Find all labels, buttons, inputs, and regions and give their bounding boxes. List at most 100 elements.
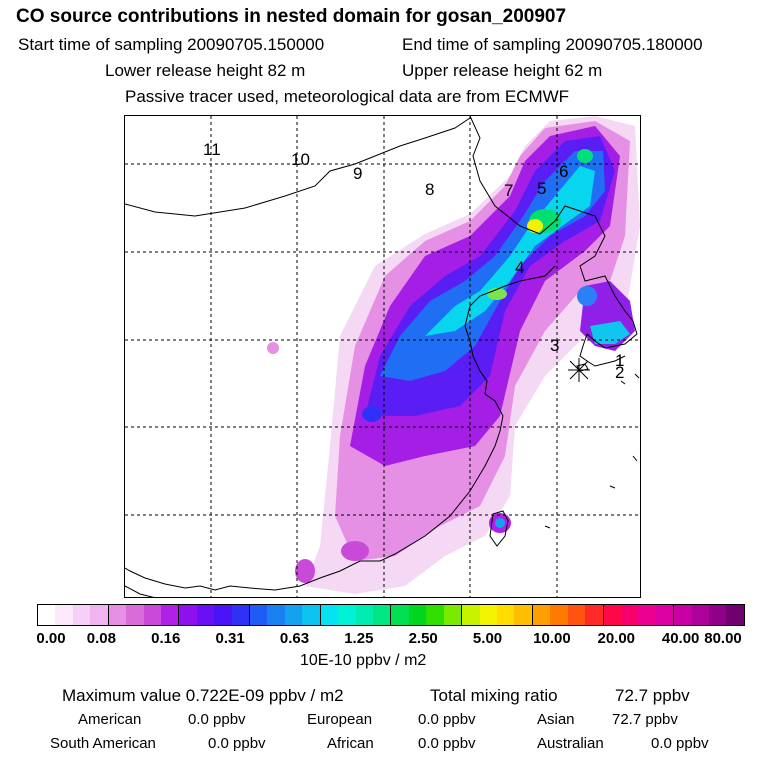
trajectory-label: 5 bbox=[537, 179, 546, 198]
region-name-australian: Australian bbox=[537, 735, 604, 752]
colorbar-tick-label: 5.00 bbox=[472, 630, 503, 647]
colorbar-tick-label: 1.25 bbox=[344, 630, 374, 647]
map-canvas: 11 10 9 8 7 5 6 4 3 1 2 bbox=[125, 116, 640, 597]
colorbar-swatch bbox=[267, 605, 285, 625]
tracer-note-text: Passive tracer used, meteorological data… bbox=[125, 87, 570, 106]
colorbar-tick-label: 10.00 bbox=[533, 630, 571, 647]
coastline-korea-west bbox=[579, 333, 604, 367]
colorbar-swatch bbox=[461, 605, 480, 625]
lower-release-height-text: Lower release height 82 m bbox=[105, 61, 306, 80]
region-name-european: European bbox=[307, 711, 373, 728]
region-value-asian: 72.7 ppbv bbox=[612, 711, 678, 728]
region-value-american: 0.0 ppbv bbox=[188, 711, 246, 728]
colorbar-tick-label: 0.31 bbox=[215, 630, 245, 647]
region-value-australian: 0.0 ppbv bbox=[651, 735, 709, 752]
colorbar-swatch bbox=[160, 605, 179, 625]
colorbar-swatch bbox=[567, 605, 586, 625]
region-value-african: 0.0 ppbv bbox=[418, 735, 476, 752]
colorbar-swatch bbox=[338, 605, 356, 625]
plume-taiwan-core bbox=[495, 518, 505, 528]
region-name-south-american: South American bbox=[50, 735, 156, 752]
colorbar-swatch bbox=[178, 605, 197, 625]
colorbar-swatch bbox=[514, 605, 532, 625]
trajectory-label: 11 bbox=[203, 140, 221, 159]
trajectory-label: 10 bbox=[291, 150, 310, 169]
colorbar-swatch bbox=[90, 605, 108, 625]
colorbar-swatch bbox=[196, 605, 215, 625]
colorbar-swatch bbox=[355, 605, 374, 625]
plot-title: CO source contributions in nested domain… bbox=[16, 6, 567, 27]
colorbar-swatch bbox=[673, 605, 692, 625]
colorbar-swatch bbox=[143, 605, 161, 625]
colorbar-tick-label: 0.00 bbox=[36, 630, 66, 647]
colorbar-tick-label: 2.50 bbox=[408, 630, 438, 647]
map-panel: 11 10 9 8 7 5 6 4 3 1 2 bbox=[124, 115, 641, 598]
trajectory-label: 2 bbox=[615, 363, 624, 382]
colorbar-swatch bbox=[72, 605, 91, 625]
colorbar-swatch bbox=[284, 605, 303, 625]
region-name-american: American bbox=[78, 711, 142, 728]
colorbar-swatch bbox=[726, 605, 744, 625]
plume-korea-cyan bbox=[590, 321, 630, 344]
colorbar-tick-label: 40.00 bbox=[661, 630, 700, 647]
trajectory-label: 3 bbox=[550, 336, 559, 355]
coastline-taiwan bbox=[489, 510, 509, 547]
coastline-korea-south bbox=[602, 355, 626, 365]
coastline-japan-islands bbox=[544, 373, 640, 529]
coastline-yangtze bbox=[379, 340, 504, 562]
colorbar-swatch bbox=[319, 605, 339, 625]
region-value-european: 0.0 ppbv bbox=[418, 711, 476, 728]
colorbar-swatch bbox=[496, 605, 515, 625]
plume-dot-west bbox=[267, 342, 279, 354]
colorbar-swatch bbox=[638, 605, 656, 625]
colorbar-swatch bbox=[479, 605, 497, 625]
plume-korea-north bbox=[577, 286, 597, 306]
trajectory-label: 6 bbox=[559, 162, 568, 181]
coastline-south bbox=[125, 560, 380, 591]
colorbar bbox=[37, 604, 745, 626]
region-value-south-american: 0.0 ppbv bbox=[208, 735, 266, 752]
total-mixing-ratio-value: 72.7 ppbv bbox=[615, 686, 690, 705]
colorbar-swatch bbox=[390, 605, 409, 625]
colorbar-swatch bbox=[443, 605, 462, 625]
trajectory-label: 9 bbox=[353, 164, 362, 183]
trajectory-label: 1 bbox=[615, 351, 624, 370]
concentration-plume bbox=[267, 116, 640, 594]
trajectory-label: 8 bbox=[425, 180, 434, 199]
trajectory-label: 7 bbox=[504, 181, 513, 200]
colorbar-swatch bbox=[302, 605, 320, 625]
colorbar-swatch bbox=[655, 605, 674, 625]
colorbar-swatch bbox=[126, 605, 144, 625]
max-value-text: Maximum value 0.722E-09 ppbv / m2 bbox=[62, 686, 344, 705]
colorbar-swatch bbox=[691, 605, 710, 625]
colorbar-swatch bbox=[709, 605, 727, 625]
plume-green-patch-north bbox=[577, 149, 593, 163]
colorbar-swatch bbox=[602, 605, 621, 625]
colorbar-swatch bbox=[426, 605, 444, 625]
colorbar-swatch bbox=[214, 605, 232, 625]
colorbar-swatch bbox=[55, 605, 73, 625]
end-time-text: End time of sampling 20090705.180000 bbox=[402, 35, 703, 54]
colorbar-swatch bbox=[231, 605, 250, 625]
colorbar-swatch bbox=[249, 605, 268, 625]
plume-cyan-core bbox=[425, 166, 595, 336]
colorbar-swatch bbox=[585, 605, 603, 625]
coastline-north-border bbox=[125, 117, 471, 217]
coastline-hainan bbox=[125, 585, 155, 597]
coastline-bohai bbox=[469, 116, 638, 349]
colorbar-swatch bbox=[408, 605, 427, 625]
region-name-african: African bbox=[327, 735, 374, 752]
coastline-shandong bbox=[464, 265, 556, 342]
colorbar-tick-label: 0.63 bbox=[279, 630, 310, 647]
start-time-text: Start time of sampling 20090705.150000 bbox=[18, 35, 325, 54]
colorbar-swatch bbox=[107, 605, 127, 625]
colorbar-tick-label: 80.00 bbox=[704, 630, 742, 647]
colorbar-unit: 10E-10 ppbv / m2 bbox=[300, 652, 427, 669]
total-mixing-ratio-label: Total mixing ratio bbox=[430, 686, 558, 705]
plume-blob-south2 bbox=[362, 406, 382, 422]
colorbar-swatch bbox=[620, 605, 639, 625]
plume-blob-sw bbox=[341, 541, 369, 561]
region-name-asian: Asian bbox=[537, 711, 575, 728]
lat-lon-grid bbox=[125, 116, 640, 597]
colorbar-swatch bbox=[38, 605, 56, 625]
